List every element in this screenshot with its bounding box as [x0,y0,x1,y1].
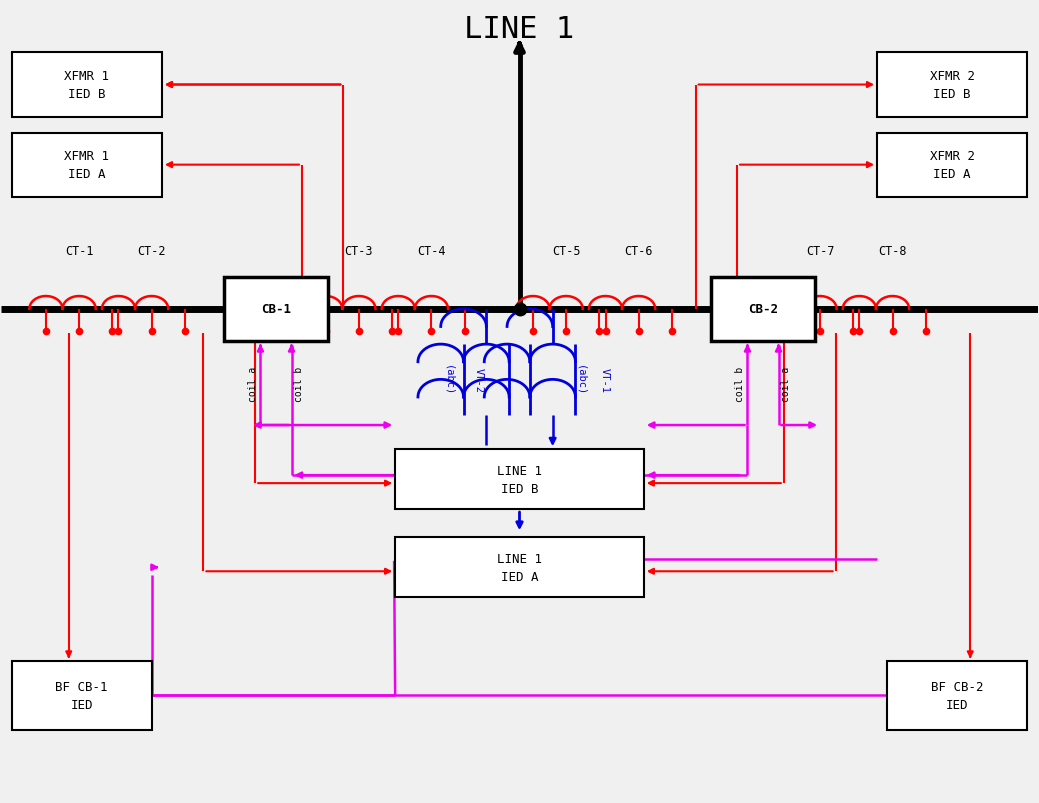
Text: XFMR 2
IED B: XFMR 2 IED B [930,70,975,101]
Text: CB-1: CB-1 [261,303,291,316]
Text: XFMR 1
IED B: XFMR 1 IED B [64,70,109,101]
Text: coil b: coil b [294,366,303,401]
Text: CB-2: CB-2 [748,303,778,316]
FancyBboxPatch shape [11,54,162,117]
Text: CT-3: CT-3 [345,244,373,258]
Text: VT-1: VT-1 [600,368,610,393]
FancyBboxPatch shape [11,662,152,730]
Text: CT-2: CT-2 [137,244,166,258]
FancyBboxPatch shape [877,133,1028,198]
Text: BF CB-1
IED: BF CB-1 IED [55,680,108,711]
Text: XFMR 2
IED A: XFMR 2 IED A [930,150,975,181]
Text: coil a: coil a [248,366,258,401]
Text: LINE 1
IED B: LINE 1 IED B [497,464,542,495]
FancyBboxPatch shape [395,537,644,597]
Text: CT-4: CT-4 [418,244,446,258]
Text: BF CB-2
IED: BF CB-2 IED [931,680,984,711]
Text: (abc): (abc) [576,365,586,396]
Text: CT-7: CT-7 [806,244,834,258]
FancyBboxPatch shape [887,662,1028,730]
Text: LINE 1
IED A: LINE 1 IED A [497,552,542,583]
FancyBboxPatch shape [224,278,327,341]
Text: coil b: coil b [736,366,745,401]
Text: coil a: coil a [781,366,791,401]
FancyBboxPatch shape [395,450,644,510]
Text: CT-8: CT-8 [878,244,907,258]
Text: VT-2: VT-2 [474,368,484,393]
FancyBboxPatch shape [712,278,815,341]
FancyBboxPatch shape [11,133,162,198]
Text: XFMR 1
IED A: XFMR 1 IED A [64,150,109,181]
Text: CT-5: CT-5 [552,244,581,258]
Text: (abc): (abc) [443,365,453,396]
Text: CT-6: CT-6 [624,244,652,258]
FancyBboxPatch shape [877,54,1028,117]
Text: CT-1: CT-1 [64,244,94,258]
Text: LINE 1: LINE 1 [464,15,575,44]
